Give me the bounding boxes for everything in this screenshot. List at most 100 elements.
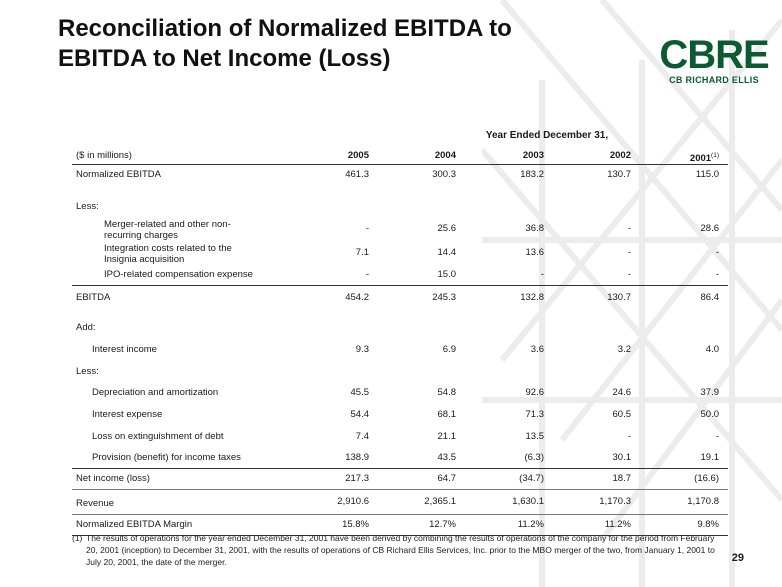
- cell: 37.9: [700, 387, 720, 398]
- cell: (6.3): [524, 452, 544, 463]
- cell: 15.0: [437, 269, 457, 280]
- cell: 245.3: [432, 292, 456, 303]
- row-divider: [72, 489, 728, 490]
- table-bottom-rule: [72, 535, 728, 536]
- cell: 183.2: [520, 169, 544, 180]
- table-row: Integration costs related to the Insignia…: [72, 241, 728, 265]
- cell: 138.9: [345, 452, 369, 463]
- period-header-row: Year Ended December 31,: [72, 126, 728, 146]
- table-row: Revenue 2,910.6 2,365.1 1,630.1 1,170.3 …: [72, 490, 728, 514]
- column-header-row: ($ in millions) 2005 2004 2003 2002 2001…: [72, 146, 728, 164]
- cell: 54.4: [350, 409, 370, 420]
- cell: 132.8: [520, 292, 544, 303]
- cell: 12.7%: [429, 519, 456, 530]
- cell: 68.1: [437, 409, 457, 420]
- cell: 300.3: [432, 169, 456, 180]
- cell: 9.8%: [697, 519, 719, 530]
- cell: -: [715, 247, 719, 258]
- table-row: EBITDA 454.2 245.3 132.8 130.7 86.4: [72, 286, 728, 310]
- year-header: 2005: [347, 150, 369, 161]
- logo-subtitle: CB RICHARD ELLIS: [669, 75, 759, 85]
- row-label-line: recurring charges: [104, 230, 178, 241]
- row-label-line: Merger-related and other non-: [104, 219, 231, 230]
- table-row: Loss on extinguishment of debt 7.4 21.1 …: [72, 426, 728, 448]
- table-row: Normalized EBITDA 461.3 300.3 183.2 130.…: [72, 165, 728, 185]
- title-line-1: Reconciliation of Normalized EBITDA to: [58, 15, 512, 42]
- year-header: 2004: [434, 150, 456, 161]
- table-row: Net income (loss) 217.3 64.7 (34.7) 18.7…: [72, 469, 728, 489]
- cell: 3.6: [530, 344, 544, 355]
- cell: 6.9: [442, 344, 456, 355]
- row-label: Normalized EBITDA Margin: [76, 519, 193, 530]
- cell: -: [540, 269, 544, 280]
- header-rule: [72, 164, 728, 165]
- cell: 130.7: [607, 292, 631, 303]
- table-row: Interest income 9.3 6.9 3.6 3.2 4.0: [72, 338, 728, 362]
- table-row: Depreciation and amortization 45.5 54.8 …: [72, 382, 728, 404]
- row-label: Less:: [76, 366, 99, 377]
- reconciliation-table: Year Ended December 31, ($ in millions) …: [72, 126, 728, 536]
- period-header: Year Ended December 31,: [485, 130, 609, 141]
- logo-wordmark: CBRE: [659, 33, 769, 77]
- year-header: 2002: [609, 150, 631, 161]
- cell: 4.0: [705, 344, 719, 355]
- subtotal-rule: [72, 468, 728, 469]
- row-label: Interest expense: [92, 409, 163, 420]
- table-row: Normalized EBITDA Margin 15.8% 12.7% 11.…: [72, 515, 728, 535]
- cell: 64.7: [437, 473, 457, 484]
- cell: -: [627, 431, 631, 442]
- cell: 36.8: [525, 223, 545, 234]
- table-row: Interest expense 54.4 68.1 71.3 60.5 50.…: [72, 404, 728, 426]
- cell: 11.2%: [517, 519, 544, 530]
- row-label: Net income (loss): [76, 473, 150, 484]
- cell: 7.1: [355, 247, 369, 258]
- table-row: Provision (benefit) for income taxes 138…: [72, 448, 728, 468]
- footnote-ref: (1): [711, 152, 719, 159]
- row-label-line: Integration costs related to the: [104, 243, 232, 254]
- year-header: 2003: [522, 150, 544, 161]
- cell: 50.0: [700, 409, 720, 420]
- cell: 1,630.1: [512, 496, 544, 507]
- cell: 7.4: [355, 431, 369, 442]
- table-row: [72, 310, 728, 318]
- row-label: Interest income: [92, 344, 157, 355]
- cell: 54.8: [437, 387, 457, 398]
- row-label: IPO-related compensation expense: [104, 269, 253, 280]
- cell: -: [627, 269, 631, 280]
- table-row: [72, 185, 728, 197]
- table-row: Less:: [72, 362, 728, 382]
- footnote-text: The results of operations for the year e…: [86, 533, 715, 567]
- year-2001-label: 2001: [689, 153, 712, 165]
- row-label: Normalized EBITDA: [76, 169, 161, 180]
- cell: 86.4: [700, 292, 720, 303]
- cell: -: [627, 223, 631, 234]
- units-label: ($ in millions): [76, 150, 132, 161]
- cell: 19.1: [700, 452, 720, 463]
- cell: 454.2: [345, 292, 369, 303]
- subtotal-rule: [72, 285, 728, 286]
- table-row: Add:: [72, 318, 728, 338]
- cell: 11.2%: [604, 519, 631, 530]
- cell: 2,365.1: [424, 496, 456, 507]
- cell: 2,910.6: [337, 496, 369, 507]
- footnote: (1) The results of operations for the ye…: [72, 532, 722, 568]
- cell: 217.3: [345, 473, 369, 484]
- cell: 71.3: [525, 409, 545, 420]
- cell: -: [365, 269, 369, 280]
- cell: 43.5: [437, 452, 457, 463]
- cell: 461.3: [345, 169, 369, 180]
- cell: 1,170.8: [687, 496, 719, 507]
- cell: 14.4: [437, 247, 457, 258]
- cell: -: [715, 431, 719, 442]
- footnote-mark: (1): [72, 533, 83, 543]
- cell: -: [715, 269, 719, 280]
- cell: 45.5: [350, 387, 370, 398]
- cell: (34.7): [519, 473, 544, 484]
- table-row: IPO-related compensation expense - 15.0 …: [72, 265, 728, 285]
- cbre-logo: CBRE CB RICHARD ELLIS: [654, 33, 774, 85]
- row-label: Depreciation and amortization: [92, 387, 219, 398]
- table-row: Less:: [72, 197, 728, 217]
- cell: (16.6): [694, 473, 719, 484]
- cell: 13.5: [525, 431, 545, 442]
- cell: 9.3: [355, 344, 369, 355]
